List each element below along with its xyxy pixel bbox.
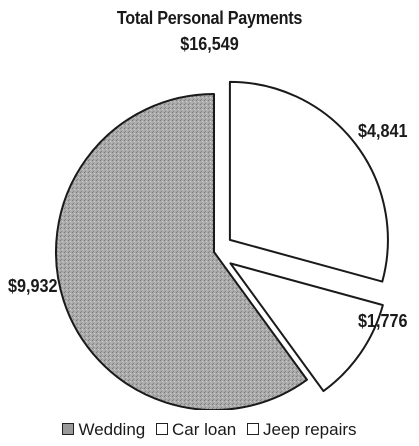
legend-swatch-car-loan xyxy=(155,423,168,435)
legend: Wedding Car loan Jeep repairs xyxy=(0,420,419,440)
legend-label-jeep-repairs: Jeep repairs xyxy=(262,420,357,439)
pie-slice-jeep-repairs xyxy=(229,262,384,393)
pie-slice-wedding xyxy=(55,93,308,410)
pie-slice-car-loan xyxy=(228,80,389,283)
legend-label-wedding: Wedding xyxy=(78,420,146,439)
legend-swatch-jeep-repairs xyxy=(246,423,259,435)
slice-label-jeep-repairs: $1,776 xyxy=(358,311,408,331)
slice-label-wedding: $9,932 xyxy=(8,276,58,296)
legend-item-car-loan: Car loan xyxy=(155,420,237,440)
legend-item-jeep-repairs: Jeep repairs xyxy=(246,420,357,440)
legend-item-wedding: Wedding xyxy=(62,420,145,440)
slice-label-car-loan: $4,841 xyxy=(358,121,408,141)
legend-label-car-loan: Car loan xyxy=(171,420,237,439)
chart-total: $16,549 xyxy=(180,34,239,54)
legend-swatch-wedding xyxy=(62,423,75,435)
chart-title: Total Personal Payments xyxy=(116,8,303,28)
pie-chart xyxy=(55,80,389,410)
